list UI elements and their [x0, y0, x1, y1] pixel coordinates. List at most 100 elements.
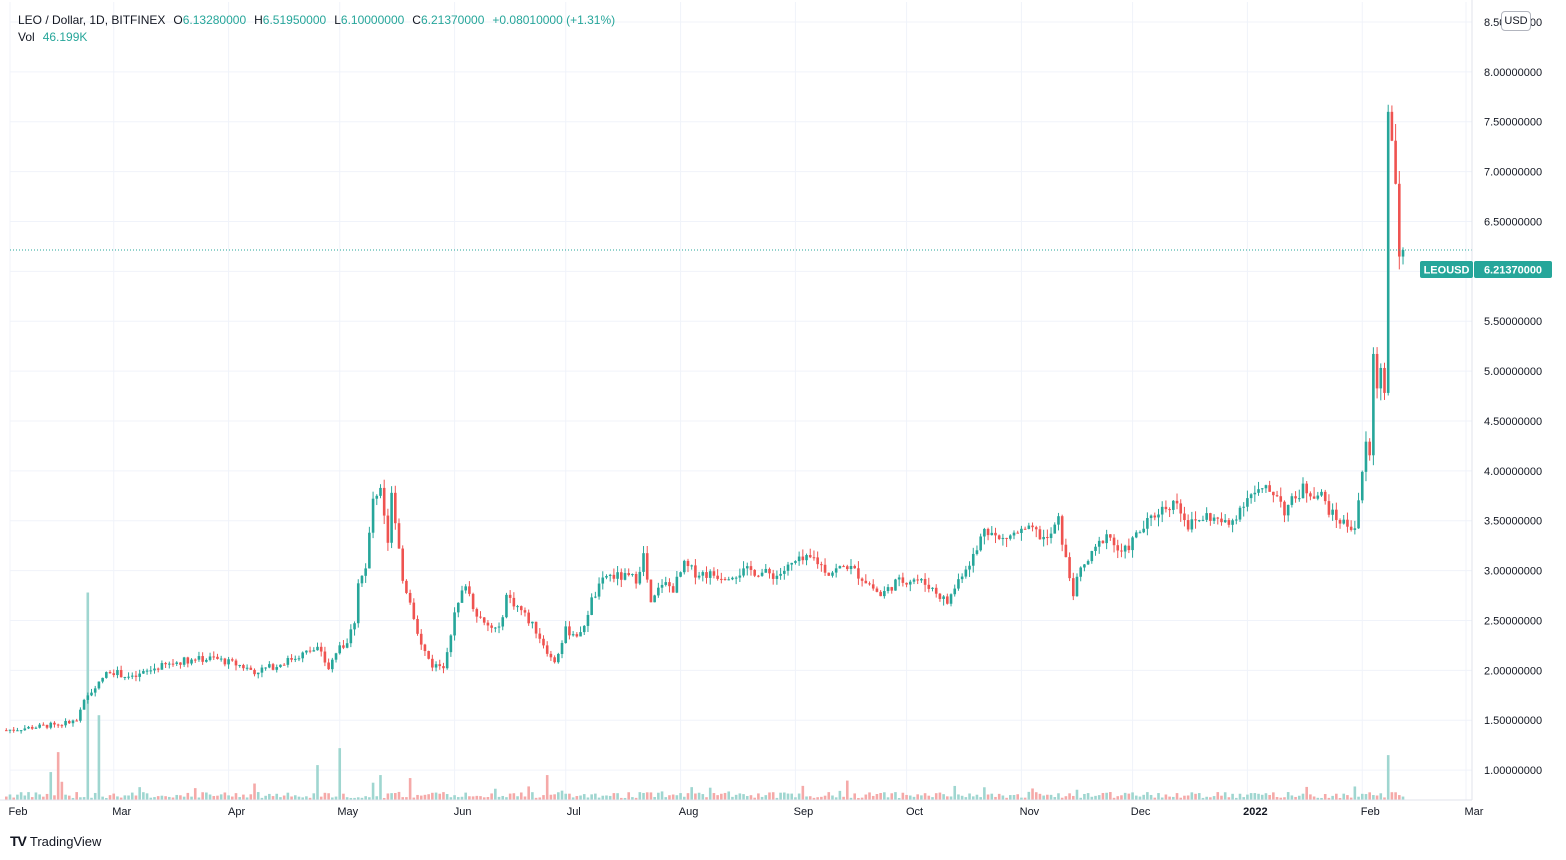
high-key: H — [254, 13, 263, 27]
ticker-tag-label: LEOUSD — [1424, 265, 1470, 277]
volume-bar — [71, 797, 75, 800]
time-axis[interactable]: Feb Mar Apr May Jun Jul Aug Sep Oct Nov Dec 2022 Feb… — [0, 799, 1484, 818]
candle-body — [1005, 537, 1008, 539]
volume-bar — [1175, 793, 1179, 800]
candle-body — [197, 656, 201, 660]
candle-body — [334, 653, 338, 660]
volume-bar — [349, 797, 353, 800]
volume-bar — [268, 793, 271, 800]
candle-body — [290, 658, 293, 660]
volume-bar — [1398, 795, 1401, 800]
candle-body — [1149, 515, 1153, 519]
candle-body — [156, 668, 160, 670]
candle-body — [445, 652, 449, 669]
low-key: L — [334, 13, 341, 27]
candle-body — [308, 650, 312, 652]
volume-bar — [553, 794, 556, 800]
volume-bar — [1153, 797, 1157, 800]
candle-body — [905, 582, 908, 585]
volume-bar — [634, 797, 638, 800]
volume-bar — [997, 793, 1001, 800]
tradingview-brand[interactable]: TV TradingView — [10, 833, 101, 849]
candle-body — [371, 498, 375, 533]
volume-bar — [1212, 796, 1216, 800]
volume-bar — [327, 793, 330, 800]
candle-body — [412, 602, 416, 619]
candle-body — [579, 632, 582, 637]
volume-bar — [16, 794, 19, 800]
candle-body — [34, 727, 38, 729]
candle-body — [416, 618, 419, 634]
volume-bar — [1157, 793, 1160, 800]
volume-bar — [297, 796, 301, 800]
volume-bar — [227, 795, 230, 800]
volume-bar — [849, 797, 853, 800]
candle-body — [1083, 564, 1086, 568]
volume-bar — [934, 793, 938, 800]
candle-body — [975, 550, 979, 554]
volume-bar — [397, 791, 401, 800]
volume-bar — [179, 795, 182, 800]
candle-body — [119, 670, 123, 678]
candle-body — [268, 664, 271, 668]
volume-bar — [1297, 795, 1301, 800]
volume-bar — [1116, 796, 1120, 800]
volume-bar — [1323, 794, 1327, 800]
volume-bar — [4, 796, 8, 800]
candle-body — [1086, 561, 1090, 565]
candle-body — [916, 579, 919, 581]
price-axis[interactable]: 1.00000000 1.50000000 2.00000000 2.50000000… — [1471, 0, 1542, 800]
volume-bar — [494, 788, 497, 800]
candle-body — [1123, 545, 1127, 552]
x-tick-label: Jul — [567, 806, 581, 818]
y-tick-label: 4.00000000 — [1484, 466, 1542, 478]
candle-body — [1071, 578, 1075, 597]
x-tick-label: Jun — [454, 806, 472, 818]
candle-body — [701, 572, 705, 576]
volume-bar — [753, 797, 756, 800]
y-tick-label: 5.50000000 — [1484, 316, 1542, 328]
candle-body — [1090, 551, 1094, 562]
volume-bar — [1183, 795, 1186, 800]
candle-body — [1346, 519, 1349, 527]
candle-body — [56, 724, 60, 726]
candle-body — [1168, 509, 1171, 511]
volume-bar — [964, 797, 968, 800]
candle-body — [638, 571, 642, 584]
volume-bar — [305, 796, 308, 800]
y-tick-label: 7.50000000 — [1484, 117, 1542, 129]
volume-bar — [534, 797, 538, 800]
symbol-title[interactable]: LEO / Dollar, 1D, BITFINEX — [18, 13, 166, 27]
candle-body — [605, 575, 608, 578]
volume-bar — [1294, 796, 1297, 800]
candle-body — [201, 656, 204, 662]
candle-body — [1394, 140, 1397, 184]
volume-bar — [812, 797, 816, 800]
candle-body — [1049, 533, 1053, 539]
candle-body — [742, 568, 745, 576]
volume-bar — [142, 792, 145, 800]
candle-body — [1283, 501, 1286, 516]
volume-bar — [108, 795, 112, 800]
volume-bar — [923, 793, 927, 800]
candle-body — [1323, 491, 1327, 502]
volume-bar — [842, 796, 845, 800]
candle-body — [708, 571, 712, 578]
volume-bar — [1360, 793, 1364, 800]
currency-button[interactable]: USD — [1501, 11, 1531, 31]
volume-bar — [686, 793, 690, 800]
candle-body — [234, 660, 238, 666]
candle-body — [816, 557, 819, 565]
candle-body — [1309, 493, 1312, 497]
volume-bar — [368, 797, 371, 800]
volume-bar — [875, 794, 879, 800]
candle-body — [557, 654, 560, 663]
candle-body — [8, 729, 12, 731]
volume-bar — [1057, 793, 1060, 800]
volume-bar — [1134, 795, 1138, 800]
candle-body — [375, 495, 379, 499]
volume-bar — [560, 790, 564, 800]
volume-bar — [45, 793, 49, 800]
volume-bar — [345, 797, 349, 800]
